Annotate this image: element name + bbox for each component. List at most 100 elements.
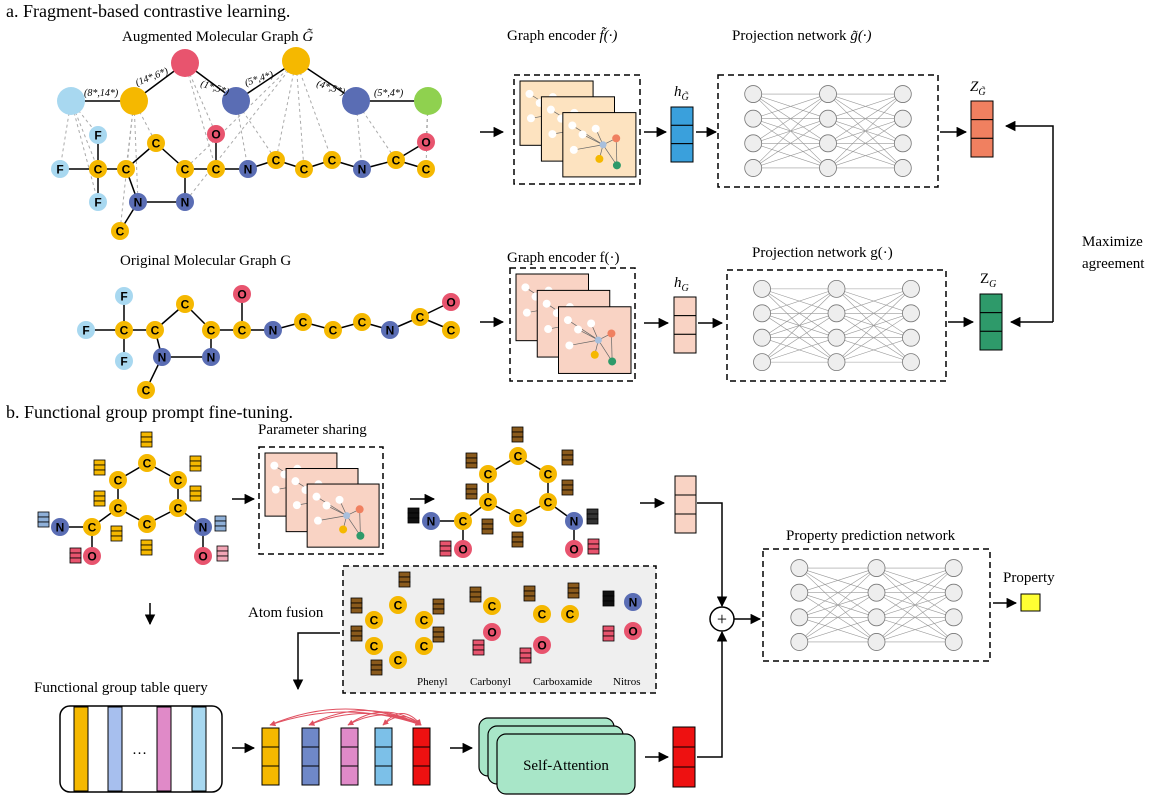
fragment-map-line: [425, 100, 429, 170]
orig-atom-node: [264, 321, 282, 339]
atom-fusion-label: Atom fusion: [248, 605, 324, 621]
graph-edge: [573, 144, 604, 151]
prompt-cell: [432, 636, 445, 643]
b-out-atom: O: [565, 540, 583, 558]
orig-atom-symbol: F: [82, 324, 89, 338]
orig-atom-node: [294, 313, 312, 331]
encoder-orig-label: Graph encoder f(·): [507, 250, 619, 266]
prompt-cell: [407, 507, 420, 514]
b-mol-atom: C: [109, 499, 127, 517]
b-out-atom-node: [565, 540, 583, 558]
network-neuron: [902, 353, 920, 372]
orig-atom: C: [324, 321, 342, 339]
prompt-cell: [93, 500, 106, 507]
aug-atom-node: [147, 134, 165, 152]
orig-atom-node: [324, 321, 342, 339]
prompt-cell: [350, 607, 363, 614]
orig-atom: C: [146, 321, 164, 339]
graph-node: [312, 492, 321, 501]
prompt-embedding: [672, 726, 696, 788]
network-edge: [836, 313, 912, 363]
network-edge: [876, 567, 954, 618]
prompt-cell: [370, 669, 383, 676]
prompt-cell: [37, 516, 50, 523]
network-neuron: [753, 304, 771, 323]
fusion-atom-node: [561, 605, 579, 623]
prompt-cell: [602, 595, 615, 602]
orig-atom: C: [411, 308, 429, 326]
prompt-cell: [216, 550, 229, 557]
aug-atom-node: [417, 160, 435, 178]
prompt-cell: [37, 521, 50, 528]
aug-atom-symbol: N: [181, 196, 190, 210]
b-mol-atom-symbol: C: [174, 474, 183, 488]
h-b-cell: [674, 494, 697, 515]
fusion-atom: O: [483, 623, 501, 641]
aug-atom-symbol: F: [94, 129, 101, 143]
projection-aug-label: Projection network g̃(·): [732, 28, 872, 44]
z-orig-label: ZG: [980, 271, 996, 290]
fusion-atom-symbol: O: [487, 626, 496, 640]
graph-node: [521, 283, 530, 292]
network-edge: [799, 592, 877, 643]
b-mol-atom-node: [109, 499, 127, 517]
fusion-atom: C: [415, 637, 433, 655]
h-aug-cell: [670, 143, 694, 163]
group-label-carboxamide: Carboxamide: [533, 676, 592, 688]
b-out-atom: C: [454, 512, 472, 530]
b-out-atom-symbol: C: [544, 496, 553, 510]
aug-atom: C: [89, 160, 107, 178]
graph-node: [591, 124, 600, 133]
graph-edge: [359, 509, 361, 536]
prompt-cell: [511, 541, 524, 548]
fusion-atom: C: [365, 637, 383, 655]
aug-atom-node: [207, 125, 225, 143]
attention-arc: [308, 713, 422, 726]
b-out-atom-symbol: C: [484, 468, 493, 482]
b-out-atom: O: [454, 540, 472, 558]
network-edge: [761, 288, 837, 363]
embedding-z-orig: [979, 293, 1003, 351]
prompt-cell: [110, 530, 123, 537]
graph-center-node: [594, 336, 602, 344]
network-edge: [761, 337, 837, 363]
graph-encoder-orig: [509, 267, 636, 382]
prompt-cell: [398, 576, 411, 583]
augmented-graph-label: Augmented Molecular Graph G̃: [122, 28, 313, 45]
fragment-mapping-lines: [59, 60, 429, 232]
prompt-cell: [93, 490, 106, 497]
graph-edge: [611, 333, 613, 362]
fusion-atom: C: [389, 596, 407, 614]
orig-atom-node: [176, 295, 194, 313]
graph-node: [322, 501, 331, 510]
prompt-cell: [523, 590, 536, 597]
network-edge: [752, 93, 829, 169]
z-aug-label: ZG̃: [970, 79, 986, 98]
aug-atom: C: [207, 160, 225, 178]
aug-atom-symbol: O: [211, 128, 220, 142]
graph-node: [563, 316, 572, 325]
b-out-atom-node: [565, 512, 583, 530]
network-neuron: [744, 159, 763, 177]
embedding-z-aug: [970, 100, 994, 158]
prompt-cell: [519, 657, 532, 664]
orig-atom-symbol: F: [120, 290, 127, 304]
b-out-atom: C: [479, 465, 497, 483]
b-mol-atom-symbol: O: [87, 550, 96, 564]
attention-arc: [347, 714, 422, 726]
prompt-cell: [189, 455, 202, 462]
fusion-atom-node: [483, 597, 501, 615]
prompt-cell: [465, 457, 478, 464]
b-out-atom-node: [479, 493, 497, 511]
b-out-atom: C: [509, 509, 527, 527]
b-mol-atom-symbol: C: [88, 521, 97, 535]
graph-node: [271, 485, 280, 494]
orig-atom-symbol: C: [207, 324, 216, 338]
prompt-cell: [140, 441, 153, 448]
b-out-atom: N: [565, 512, 583, 530]
network-edge: [799, 567, 877, 593]
network-neuron: [827, 304, 846, 323]
network-edge: [761, 288, 837, 338]
